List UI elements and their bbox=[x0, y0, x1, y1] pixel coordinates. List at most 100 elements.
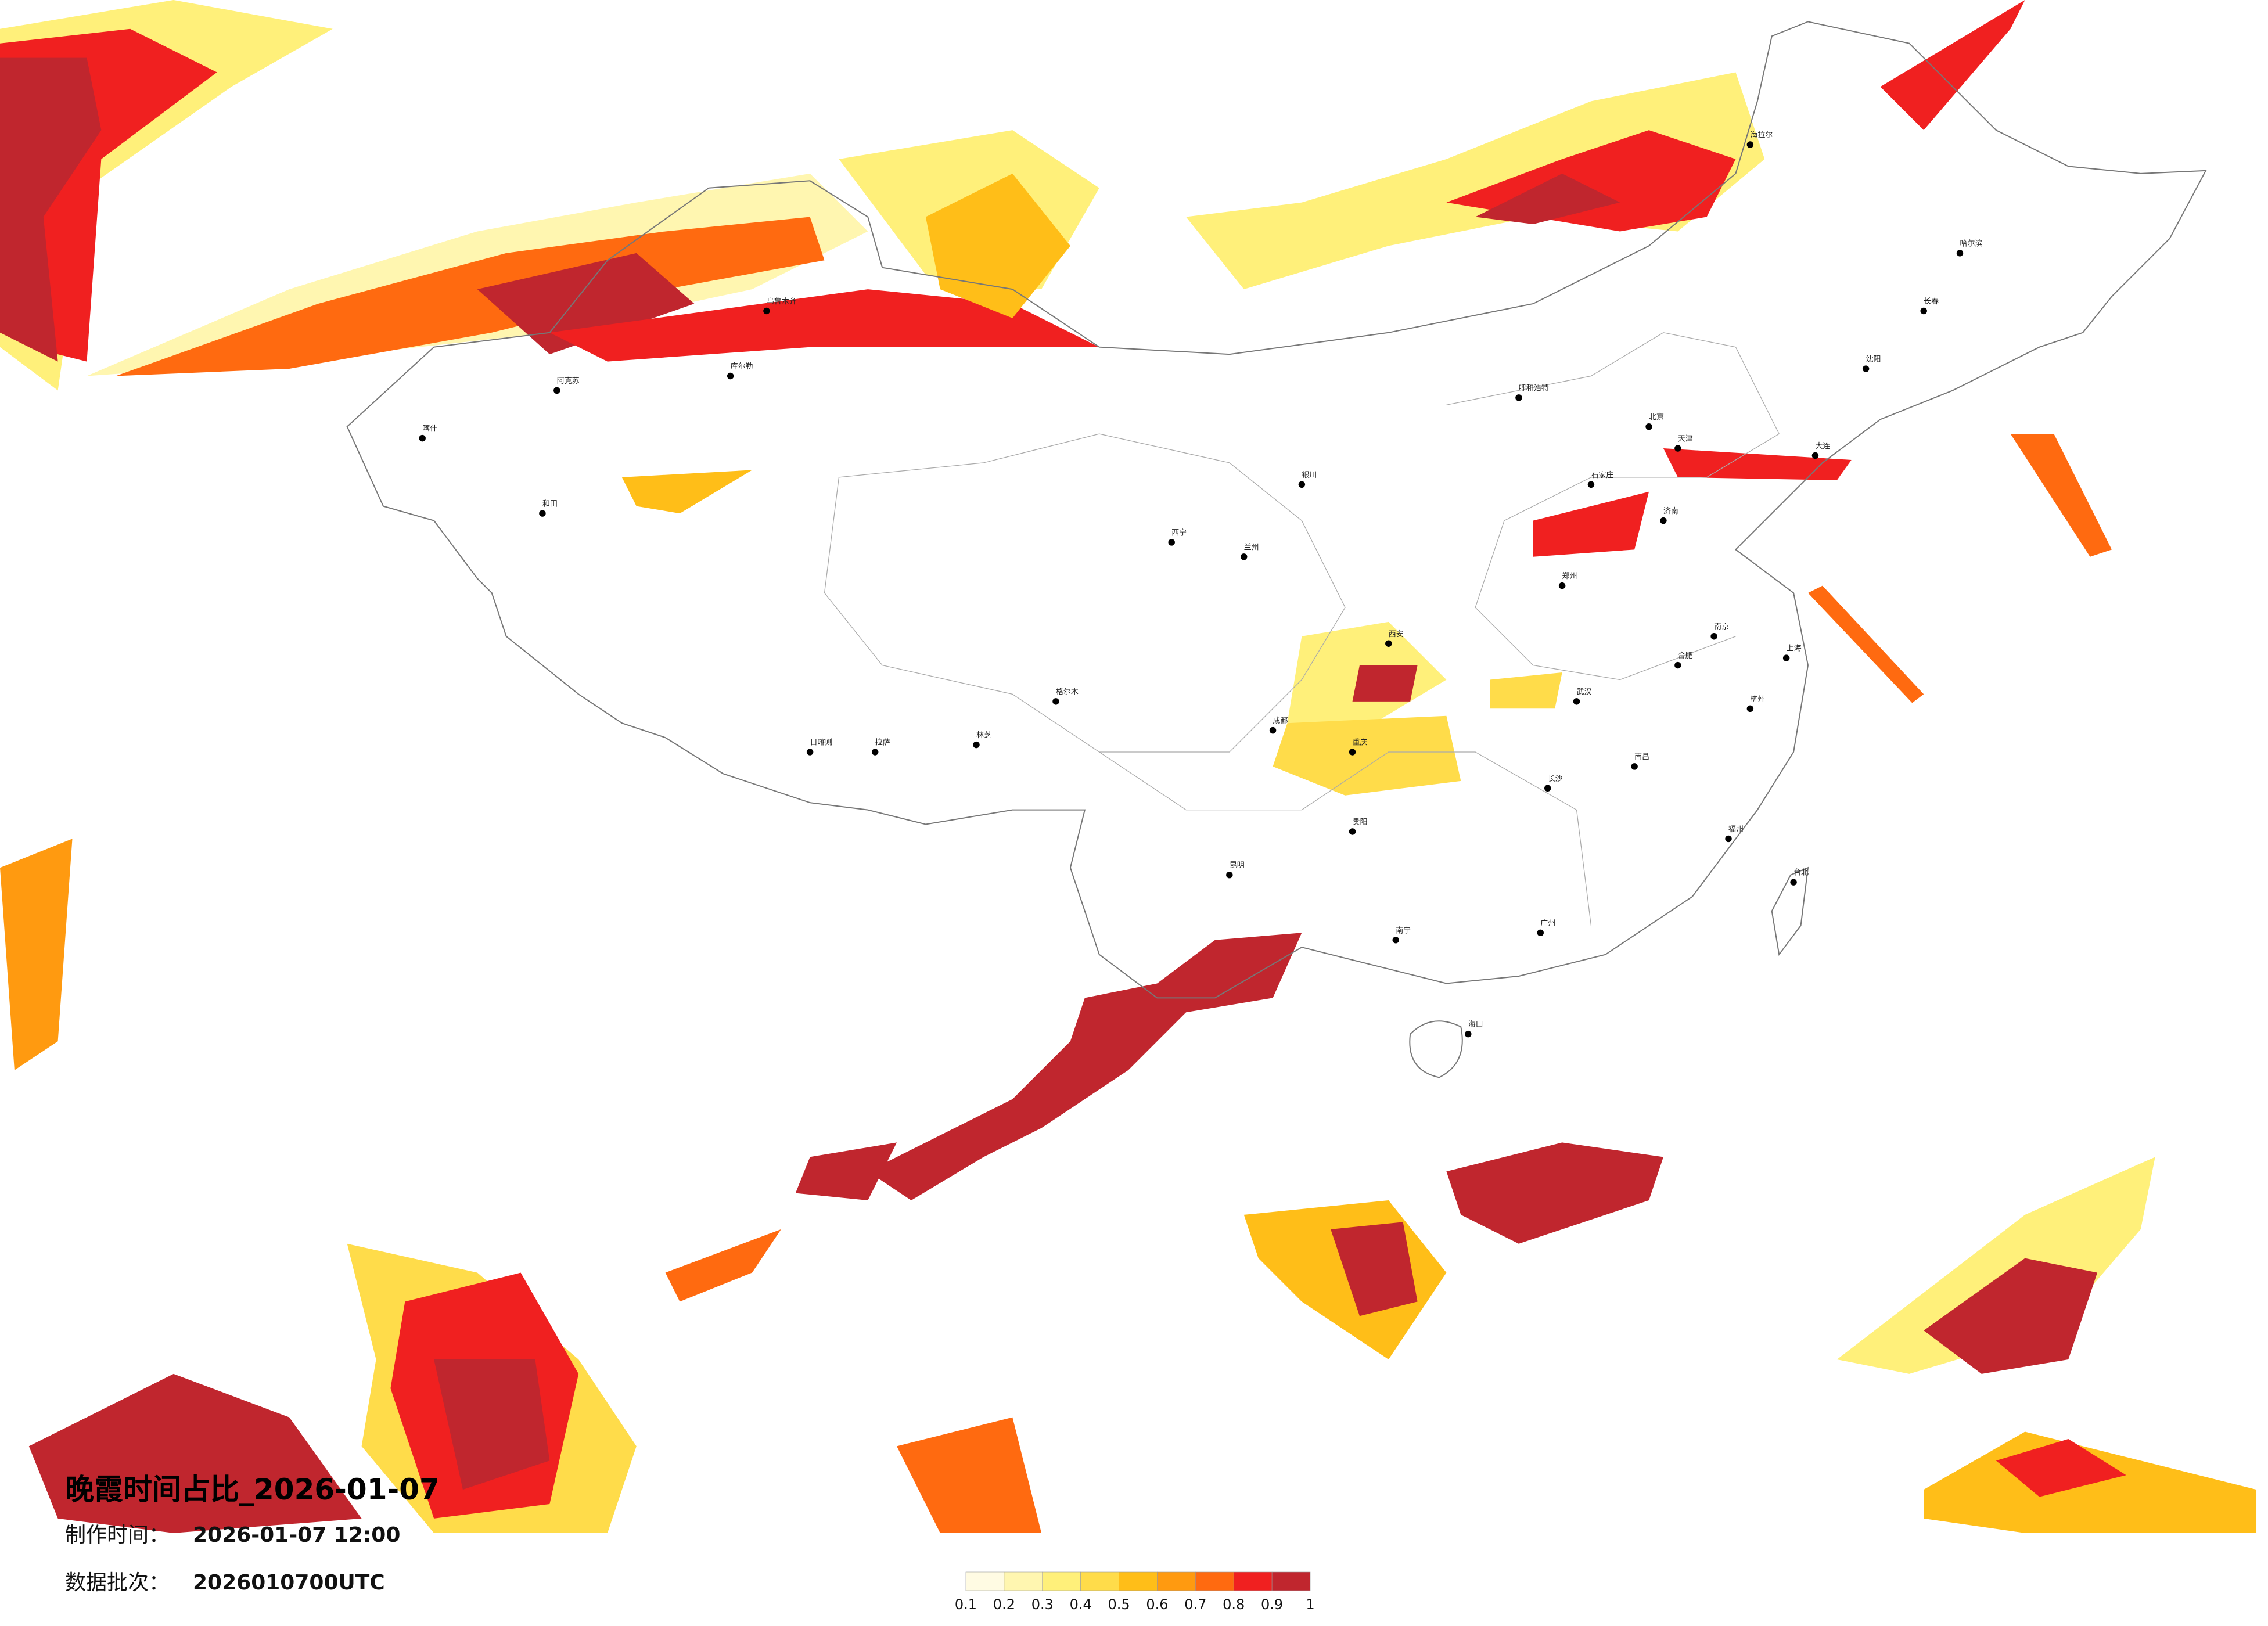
city-dot bbox=[1226, 871, 1233, 879]
city-label: 长春 bbox=[1924, 297, 1939, 306]
city-label: 广州 bbox=[1540, 919, 1555, 928]
city-label: 库尔勒 bbox=[731, 362, 753, 371]
legend-swatch bbox=[1042, 1571, 1081, 1591]
legend-tick-label: 0.6 bbox=[1146, 1596, 1168, 1613]
city-dot bbox=[539, 510, 546, 517]
legend-tick-label: 0.4 bbox=[1070, 1596, 1092, 1613]
boundaries bbox=[346, 21, 2207, 1078]
city-label: 银川 bbox=[1302, 471, 1317, 480]
city-dot bbox=[1862, 365, 1870, 372]
city-dot bbox=[1392, 937, 1399, 944]
city-label: 台北 bbox=[1793, 869, 1809, 877]
city-label: 西安 bbox=[1389, 630, 1404, 639]
city-label: 武汉 bbox=[1577, 688, 1592, 696]
city-dot bbox=[1515, 394, 1522, 401]
city-label: 长沙 bbox=[1548, 775, 1563, 783]
city-dot bbox=[1385, 640, 1392, 647]
city-dot bbox=[1660, 517, 1667, 524]
city-label: 福州 bbox=[1728, 825, 1744, 834]
legend-swatch bbox=[1080, 1571, 1119, 1591]
city-label: 西宁 bbox=[1171, 528, 1187, 537]
city-dot bbox=[806, 749, 814, 756]
city-dot bbox=[1746, 141, 1754, 148]
map-title: 晚霞时间占比_2026-01-07 bbox=[65, 1473, 440, 1506]
city-label: 南宁 bbox=[1396, 926, 1411, 935]
city-label: 上海 bbox=[1787, 645, 1802, 653]
legend-tick-label: 0.5 bbox=[1108, 1596, 1130, 1613]
legend-swatch bbox=[1271, 1571, 1311, 1591]
city-dot bbox=[1349, 749, 1356, 756]
city-label: 海拉尔 bbox=[1750, 131, 1773, 140]
city-label: 呼和浩特 bbox=[1519, 384, 1549, 393]
city-label: 合肥 bbox=[1678, 652, 1693, 660]
legend-swatch bbox=[1004, 1571, 1043, 1591]
city-label: 天津 bbox=[1678, 435, 1693, 444]
city-dot bbox=[1558, 582, 1566, 589]
legend-tick-label: 0.3 bbox=[1031, 1596, 1054, 1613]
city-label: 拉萨 bbox=[875, 739, 890, 747]
legend-tick-label: 1 bbox=[1306, 1596, 1314, 1613]
city-label: 南昌 bbox=[1634, 752, 1649, 761]
city-label: 北京 bbox=[1649, 413, 1664, 422]
legend-swatch bbox=[1157, 1571, 1196, 1591]
city-label: 兰州 bbox=[1244, 543, 1259, 552]
info-value: 2026010700UTC bbox=[193, 1571, 385, 1595]
city-label: 海口 bbox=[1468, 1020, 1483, 1029]
city-label: 喀什 bbox=[422, 424, 437, 433]
city-dot bbox=[1645, 423, 1652, 430]
heat-field bbox=[0, 0, 2257, 1533]
city-label: 南京 bbox=[1714, 622, 1729, 631]
city-dot bbox=[1674, 445, 1681, 452]
city-label: 贵阳 bbox=[1353, 818, 1368, 827]
city-dot bbox=[1746, 705, 1754, 713]
city-label: 杭州 bbox=[1750, 695, 1765, 704]
legend-tick-label: 0.9 bbox=[1261, 1596, 1283, 1613]
city-dot bbox=[871, 749, 879, 756]
city-dot bbox=[1811, 452, 1819, 459]
city-label: 乌鲁木齐 bbox=[767, 297, 797, 306]
legend-tick-label: 0.2 bbox=[993, 1596, 1015, 1613]
city-label: 阿克苏 bbox=[557, 376, 580, 386]
legend-swatch bbox=[1195, 1571, 1234, 1591]
city-dot bbox=[419, 434, 426, 442]
city-dot bbox=[1956, 250, 1964, 257]
city-dot bbox=[553, 387, 560, 394]
legend-swatch bbox=[1119, 1571, 1158, 1591]
city-dot bbox=[1465, 1030, 1472, 1038]
city-dot bbox=[1782, 654, 1790, 661]
city-dot bbox=[1052, 698, 1059, 705]
info: 制作时间： 2026-01-07 12:00 数据批次： 2026010700UTC bbox=[65, 1523, 400, 1595]
city-label: 沈阳 bbox=[1866, 355, 1881, 364]
city-dot bbox=[1573, 698, 1580, 705]
city-dot bbox=[1537, 929, 1544, 937]
city-label: 哈尔滨 bbox=[1960, 239, 1982, 248]
legend-swatch bbox=[965, 1571, 1005, 1591]
city-label: 格尔木 bbox=[1056, 687, 1079, 696]
city-dot bbox=[727, 372, 734, 380]
city-label: 日喀则 bbox=[810, 738, 833, 747]
legend: 0.1 0.2 0.3 0.4 0.5 0.6 0.7 0.8 0.9 1 bbox=[955, 1571, 1315, 1613]
city-dot bbox=[1269, 726, 1277, 734]
city-dot bbox=[1241, 553, 1248, 560]
info-label: 数据批次： bbox=[65, 1571, 170, 1595]
city-dot bbox=[1349, 828, 1356, 835]
city-dot bbox=[1790, 879, 1797, 886]
info-label: 制作时间： bbox=[65, 1523, 170, 1547]
city-label: 石家庄 bbox=[1591, 470, 1613, 480]
city-dot bbox=[973, 741, 980, 749]
city-dot bbox=[1631, 763, 1638, 770]
city-label: 郑州 bbox=[1562, 572, 1577, 581]
city-label: 林芝 bbox=[976, 731, 991, 740]
info-value: 2026-01-07 12:00 bbox=[193, 1523, 400, 1547]
legend-swatch bbox=[1233, 1571, 1273, 1591]
city-label: 重庆 bbox=[1353, 738, 1368, 747]
legend-tick-label: 0.8 bbox=[1223, 1596, 1245, 1613]
legend-tick-label: 0.1 bbox=[955, 1596, 977, 1613]
city-dot bbox=[1710, 633, 1717, 640]
city-label: 大连 bbox=[1815, 441, 1830, 451]
city-dot bbox=[1920, 307, 1927, 315]
